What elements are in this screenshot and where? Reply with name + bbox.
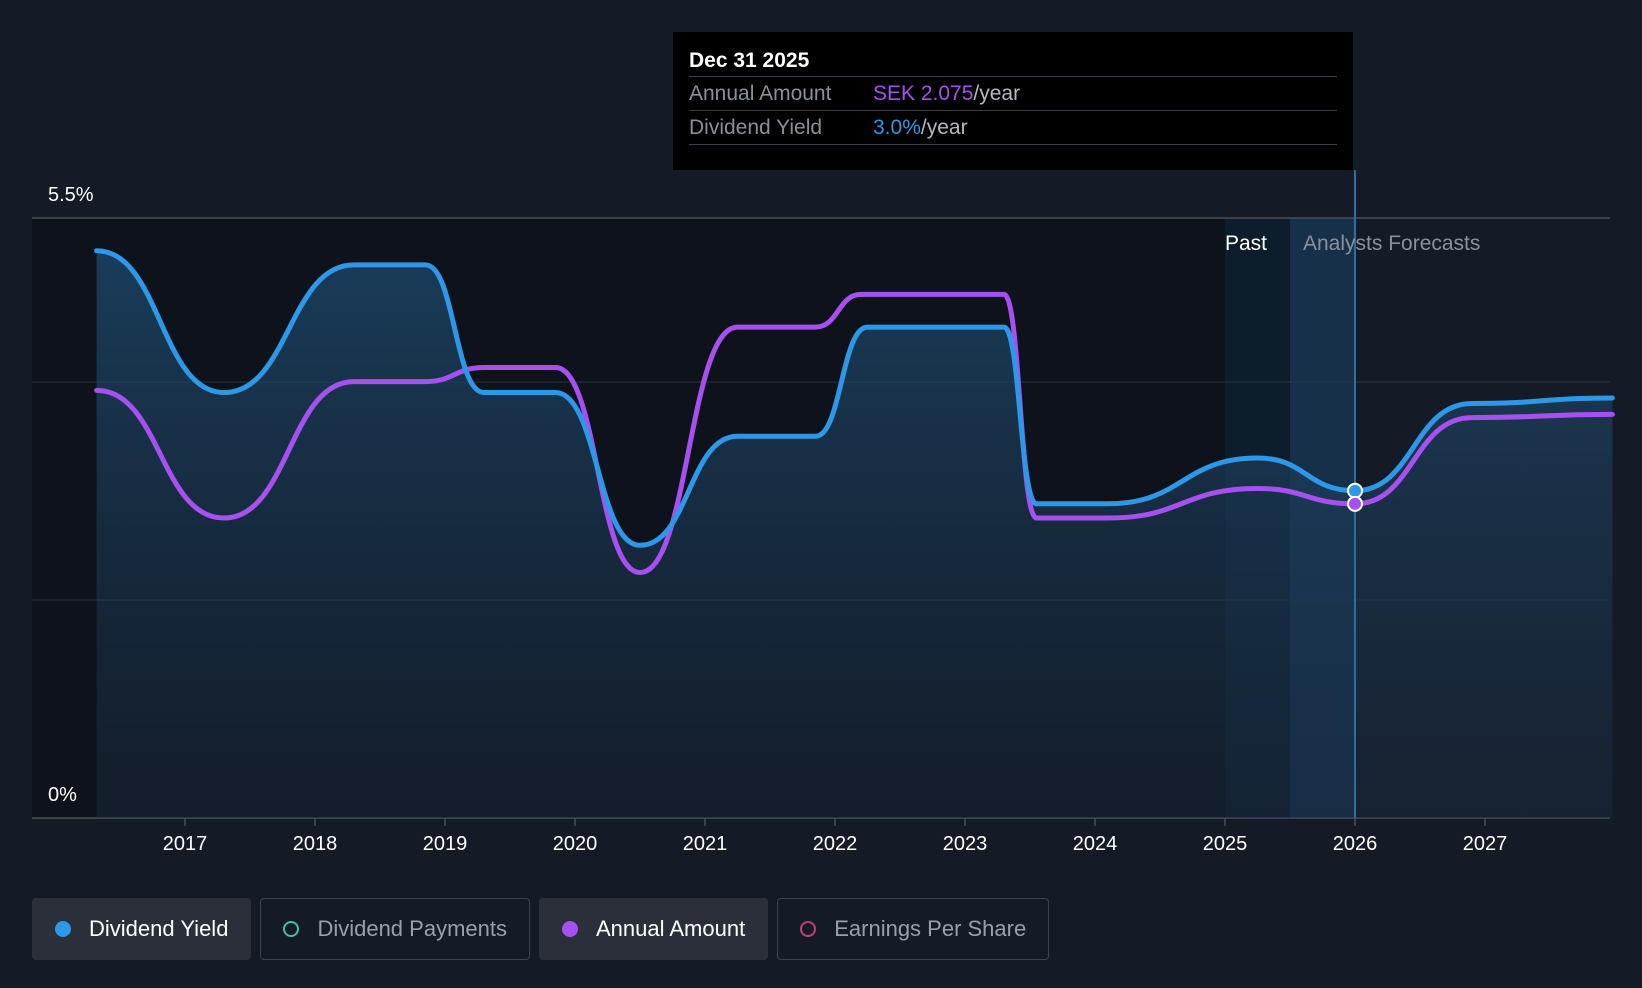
x-tick-label: 2018: [293, 833, 338, 855]
annual-amount-dot-icon: [561, 921, 578, 937]
x-tick-label: 2020: [553, 833, 598, 855]
legend-label: Dividend Yield: [89, 916, 229, 941]
y-axis-top-label: 5.5%: [48, 184, 94, 206]
legend-label: Earnings Per Share: [834, 916, 1027, 941]
tooltip-row-annual-amount: Annual Amount SEK 2.075 /year: [689, 77, 1337, 111]
y-axis-bottom-label: 0%: [48, 784, 77, 806]
tooltip-label: Dividend Yield: [689, 116, 823, 139]
past-region-label: Past: [1225, 232, 1267, 255]
tooltip-label: Annual Amount: [689, 82, 832, 105]
annual-amount-line: [94, 291, 1615, 575]
annual-amount-marker: [1347, 495, 1363, 512]
tooltip: Dec 31 2025 Annual Amount SEK 2.075 /yea…: [673, 32, 1353, 170]
x-tick-label: 2022: [813, 833, 858, 855]
legend-annual-amount-button[interactable]: Annual Amount: [538, 898, 769, 960]
tooltip-date: Dec 31 2025: [689, 46, 1337, 77]
tooltip-value: 3.0%: [873, 116, 921, 139]
dividend-yield-marker: [1347, 482, 1363, 499]
dividend-yield-area: [96, 250, 1613, 818]
x-tick-label: 2025: [1203, 833, 1248, 855]
x-tick-label: 2023: [943, 833, 988, 855]
forecast-region-label: Analysts Forecasts: [1303, 232, 1480, 255]
tooltip-row-dividend-yield: Dividend Yield 3.0% /year: [689, 111, 1337, 145]
legend-dividend-payments-button[interactable]: Dividend Payments: [260, 898, 530, 960]
tooltip-value: SEK 2.075: [873, 82, 974, 105]
legend-earnings-per-share-button[interactable]: Earnings Per Share: [777, 898, 1050, 960]
legend-label: Dividend Payments: [317, 916, 507, 941]
x-tick-label: 2026: [1333, 833, 1378, 855]
x-tick-label: 2027: [1463, 833, 1508, 855]
dividend-payments-ring-icon: [283, 921, 300, 937]
tooltip-unit: /year: [920, 116, 968, 139]
x-tick-label: 2021: [683, 833, 728, 855]
dividend-yield-line: [94, 248, 1615, 548]
legend-label: Annual Amount: [595, 916, 746, 941]
legend-dividend-yield-button[interactable]: Dividend Yield: [32, 898, 252, 960]
x-tick-label: 2024: [1073, 833, 1118, 855]
x-tick-label: 2019: [423, 833, 468, 855]
legend: Dividend Yield Dividend Payments Annual …: [32, 898, 1050, 960]
tooltip-unit: /year: [973, 82, 1021, 105]
dividend-yield-dot-icon: [55, 921, 71, 937]
earnings-per-share-ring-icon: [800, 921, 817, 937]
x-tick-label: 2017: [163, 833, 208, 855]
